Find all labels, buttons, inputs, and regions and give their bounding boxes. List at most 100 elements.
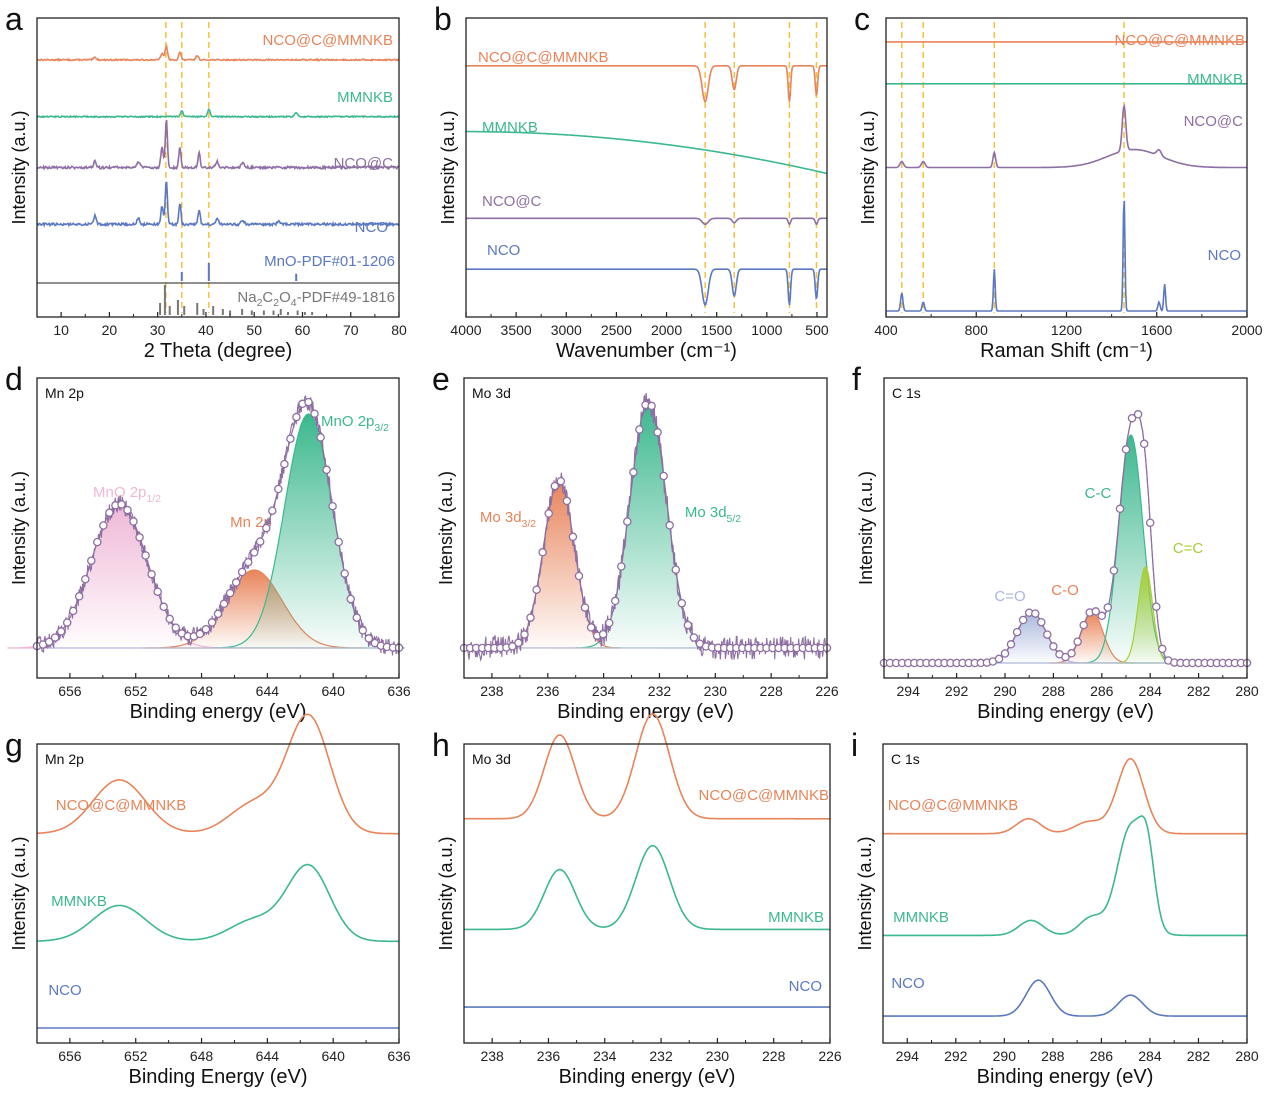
data-point-marker [1018,615,1028,625]
data-point-marker [225,588,235,598]
chart-panel-d: MnO 2p1/2 Mn 2p MnO 2p3/2 656 652 648 644 640 63… [5,361,411,723]
series-line-nco-c-mmnkb [466,65,827,104]
x-tick-label: 294 [897,683,921,699]
x-tick-label: 234 [592,683,616,699]
y-axis-label: Intensity (a.u.) [858,110,878,224]
series-line-mmnkb [36,108,400,119]
data-point-marker [201,624,211,634]
panel-title: C 1s [891,751,920,767]
series-label-mmnkb: MMNKB [482,119,538,136]
x-tick-label: 644 [256,683,280,699]
series-label-nco: NCO [789,978,822,995]
data-point-marker [262,523,271,533]
x-tick-label: 1600 [1141,322,1172,338]
data-point-marker [56,627,66,636]
series-line-nco [883,979,1247,1017]
x-tick-label: 652 [124,1048,148,1064]
y-axis-label: Intensity (a.u.) [436,836,456,950]
x-tick-label: 228 [759,683,783,699]
x-axis-label: Binding energy (eV) [559,1066,736,1088]
x-tick-label: 288 [1042,683,1066,699]
chart-panel-b: NCO@C@MMNKB MMNKB NCO@C NCO 4000 3500 3000 2500… [434,1,829,362]
x-tick-label: 236 [536,683,560,699]
x-tick-label: 2500 [601,322,632,338]
data-point-marker [538,548,547,557]
data-point-marker [1139,439,1149,449]
plot-frame [883,377,1248,679]
panel-label: h [432,727,450,763]
data-point-marker [1091,607,1101,616]
data-point-marker [1043,630,1052,639]
x-tick-label: 636 [387,683,411,699]
x-tick-label: 292 [945,683,969,699]
data-point-marker [340,569,349,578]
data-point-marker [617,562,626,571]
data-point-marker [574,571,584,581]
x-tick-label: 232 [649,1048,673,1064]
data-point-marker [598,629,608,639]
y-axis-label: Intensity (a.u.) [436,471,456,585]
data-point-marker [207,618,217,627]
data-point-marker [364,634,374,643]
raw-spectrum-line [883,411,1248,666]
series-line-nco-c-mmnkb [464,713,830,820]
chart-panel-f: C=O C-O C-C C=C 294 292 290 288 286 284 282 280 Bind… [852,361,1259,723]
x-tick-label: 238 [480,683,504,699]
x-tick-label: 636 [387,1048,411,1064]
plot-frame [463,743,831,1044]
data-point-marker [1079,620,1088,630]
data-point-marker [81,574,90,584]
x-tick-label: 648 [190,683,214,699]
series-label-nco: NCO [1208,247,1241,264]
series-label-nco-c-mmnkb: NCO@C@MMNKB [888,797,1018,814]
x-tick-label: 236 [537,1048,561,1064]
x-tick-label: 238 [480,1048,504,1064]
data-point-marker [135,533,144,542]
data-point-marker [62,618,72,627]
x-tick-label: 290 [993,683,1017,699]
series-label-nco: NCO [48,982,81,999]
x-tick-label: 800 [965,322,989,338]
x-tick-label: 648 [190,1048,214,1064]
data-point-marker [1067,649,1076,658]
series-label-nco-c-mmnkb: NCO@C@MMNKB [1115,32,1245,49]
series-line-nco-c-mmnkb [36,43,400,62]
data-point-marker [689,633,699,642]
series-label-nco-c-mmnkb: NCO@C@MMNKB [56,797,186,814]
panel-title: Mn 2p [45,385,84,401]
y-axis-label: Intensity (a.u.) [9,471,29,585]
plot-frame [463,377,828,679]
x-tick-label: 226 [815,683,839,699]
x-axis-label: Binding Energy (eV) [129,1066,308,1088]
data-point-marker [568,532,578,542]
data-point-marker [68,606,78,616]
panel-title: Mn 2p [45,751,84,767]
data-point-marker [304,397,313,407]
data-point-marker [334,537,343,547]
x-tick-label: 20 [102,322,118,338]
component-label-mo-3d3-2: Mo 3d3/2 [480,509,536,530]
data-point-marker [1121,445,1131,454]
reference-label-mno-pdf-01-1206: MnO-PDF#01-1206 [264,253,395,270]
data-point-marker [44,637,54,647]
series-label-nco: NCO [891,975,924,992]
x-tick-label: 640 [322,683,346,699]
data-point-marker [1115,504,1125,514]
y-axis-label: Intensity (a.u.) [855,836,875,950]
x-tick-label: 640 [322,1048,346,1064]
series-label-mmnkb: MMNKB [51,893,107,910]
data-point-marker [526,613,535,622]
data-point-marker [556,476,566,486]
x-tick-label: 70 [343,322,359,338]
data-point-marker [358,626,368,635]
data-point-marker [514,638,523,648]
x-tick-label: 284 [1138,1048,1162,1064]
series-label-nco-c: NCO@C [482,193,542,210]
data-point-marker [352,613,362,622]
data-point-marker [1133,410,1143,419]
data-point-marker [635,425,644,434]
data-point-marker [237,567,247,577]
component-peak-mno-2p1-2 [7,503,232,649]
data-point-marker [1049,642,1058,651]
series-line-nco-c [36,119,400,171]
